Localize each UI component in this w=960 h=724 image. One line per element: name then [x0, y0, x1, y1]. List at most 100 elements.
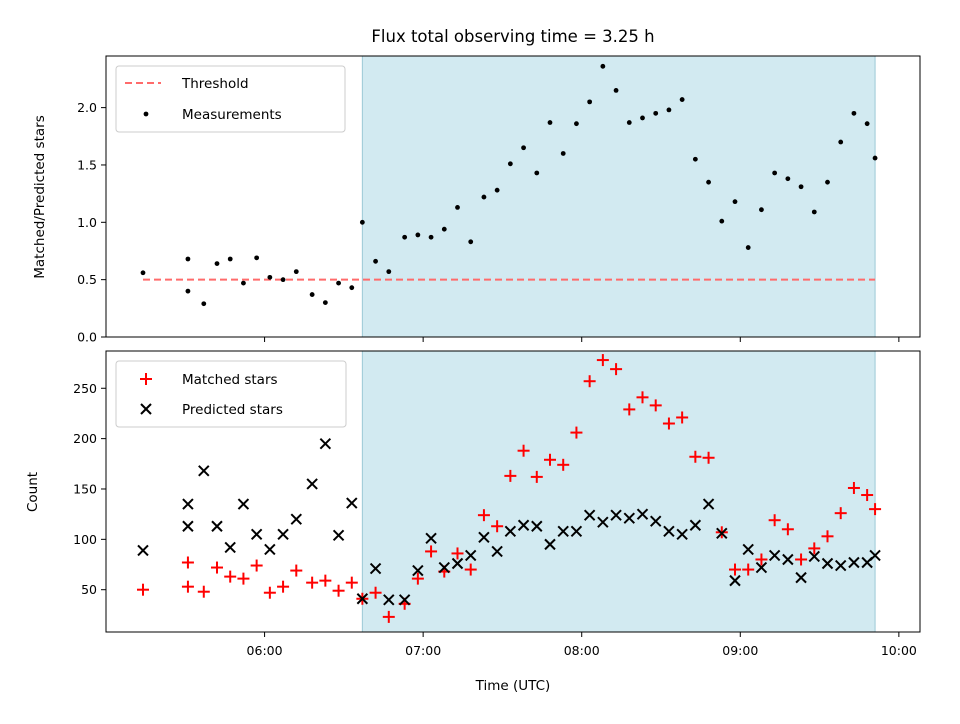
bottom-plot-frame: [105, 350, 921, 633]
cross-b: [224, 541, 236, 554]
cross-b: [544, 538, 556, 551]
cross-b: [570, 525, 583, 537]
measurement-point: [185, 288, 191, 294]
predicted-legend-label: Predicted stars: [182, 402, 283, 418]
matched-star-point: [263, 586, 276, 599]
measurement-point: [560, 151, 566, 156]
measurement-point: [359, 219, 365, 225]
measurement-point: [679, 97, 685, 102]
predicted-star-point: [369, 562, 382, 575]
cross-b: [277, 528, 289, 541]
measurement-point: [428, 234, 434, 240]
measurement-point: [280, 277, 286, 283]
matched-star-point: [676, 411, 689, 424]
matched-star-point: [224, 570, 237, 583]
cross-b: [517, 519, 530, 531]
y-tick-label: 50: [81, 582, 97, 597]
measurements-legend-label: Measurements: [182, 107, 282, 123]
cross-b: [290, 513, 302, 525]
matched-star-point: [332, 584, 345, 597]
predicted-star-point: [264, 543, 276, 556]
matched-legend-label: Matched stars: [182, 372, 278, 388]
predicted-star-point: [623, 512, 635, 524]
cross-b: [623, 512, 635, 524]
matched-star-point: [768, 514, 781, 527]
measurement-point: [534, 170, 540, 176]
predicted-star-point: [557, 525, 569, 537]
matched-star-point: [755, 553, 768, 566]
matched-star-point: [583, 375, 596, 388]
matched-star-point: [795, 553, 808, 566]
bottom-legend: Matched stars Predicted stars: [115, 360, 347, 428]
matched-star-point: [290, 564, 303, 577]
measurement-point: [798, 184, 804, 190]
cross-b: [848, 556, 860, 569]
matched-star-point: [729, 563, 741, 576]
cross-b: [264, 543, 276, 556]
bottom-shaded-span: [362, 351, 876, 632]
bottom-y-axis-label: Count: [25, 472, 41, 512]
cross-b: [237, 498, 250, 510]
measurement-point: [626, 120, 632, 125]
top-legend-box: [115, 65, 346, 133]
matched-star-point: [596, 354, 609, 367]
predicted-star-point: [478, 531, 490, 544]
predicted-star-point: [491, 545, 503, 558]
cross-b: [451, 557, 464, 570]
matched-star-point: [847, 481, 860, 494]
predicted-star-point: [182, 498, 194, 510]
x-tick-label: 09:00: [722, 643, 758, 658]
measurement-point: [386, 269, 392, 275]
matched-star-point: [702, 451, 715, 464]
top-x-ticks: [264, 337, 900, 342]
measurement-point: [851, 110, 857, 116]
cross-b: [504, 525, 517, 537]
measurement-point: [666, 107, 672, 113]
matched-star-point: [834, 507, 847, 520]
measurement-point: [507, 161, 513, 167]
predicted-star-point: [398, 594, 411, 606]
matched-star-point: [662, 417, 675, 430]
predicted-star-point: [451, 557, 464, 570]
predicted-star-point: [412, 564, 424, 577]
predicted-star-point: [306, 478, 318, 490]
bottom-panel: 50 100 150 200 250 06:00 07:00 08:00 09:00 10:00…: [25, 350, 921, 694]
predicted-star-point: [504, 525, 517, 537]
measurement-point: [838, 139, 844, 145]
cross-b: [356, 593, 369, 605]
measurement-point: [785, 176, 791, 182]
y-tick-label: 1.0: [77, 215, 97, 230]
cross-b: [795, 571, 807, 584]
matched-star-point: [544, 453, 556, 466]
matched-star-point: [181, 580, 194, 593]
measurement-point: [759, 207, 764, 213]
cross-b: [742, 543, 754, 556]
measurement-point: [692, 156, 698, 162]
predicted-star-point: [250, 528, 263, 541]
matched-star-point: [781, 523, 794, 536]
measurement-point: [719, 218, 725, 224]
measurement-point: [373, 258, 378, 264]
cross-b: [412, 564, 424, 577]
measurement-point: [587, 99, 593, 105]
predicted-star-point: [290, 513, 302, 525]
measurement-point: [574, 121, 579, 127]
y-tick-label: 1.5: [77, 157, 97, 172]
y-tick-label: 0.5: [77, 272, 97, 287]
bottom-series-layer: [137, 351, 882, 632]
cross-b: [729, 574, 741, 587]
cross-b: [478, 531, 490, 544]
measurement-point: [402, 234, 408, 240]
cross-b: [583, 509, 596, 521]
cross-b: [465, 549, 477, 562]
predicted-star-point: [768, 549, 781, 562]
matched-star-point: [277, 580, 290, 593]
cross-b: [610, 509, 622, 521]
predicted-star-point: [636, 508, 649, 520]
measurement-point: [613, 88, 619, 93]
predicted-star-point: [332, 529, 345, 542]
chart-title: Flux total observing time = 3.25 h: [371, 27, 654, 46]
matched-star-point: [623, 403, 636, 416]
measurement-point: [322, 300, 328, 305]
cross-b: [346, 497, 358, 509]
